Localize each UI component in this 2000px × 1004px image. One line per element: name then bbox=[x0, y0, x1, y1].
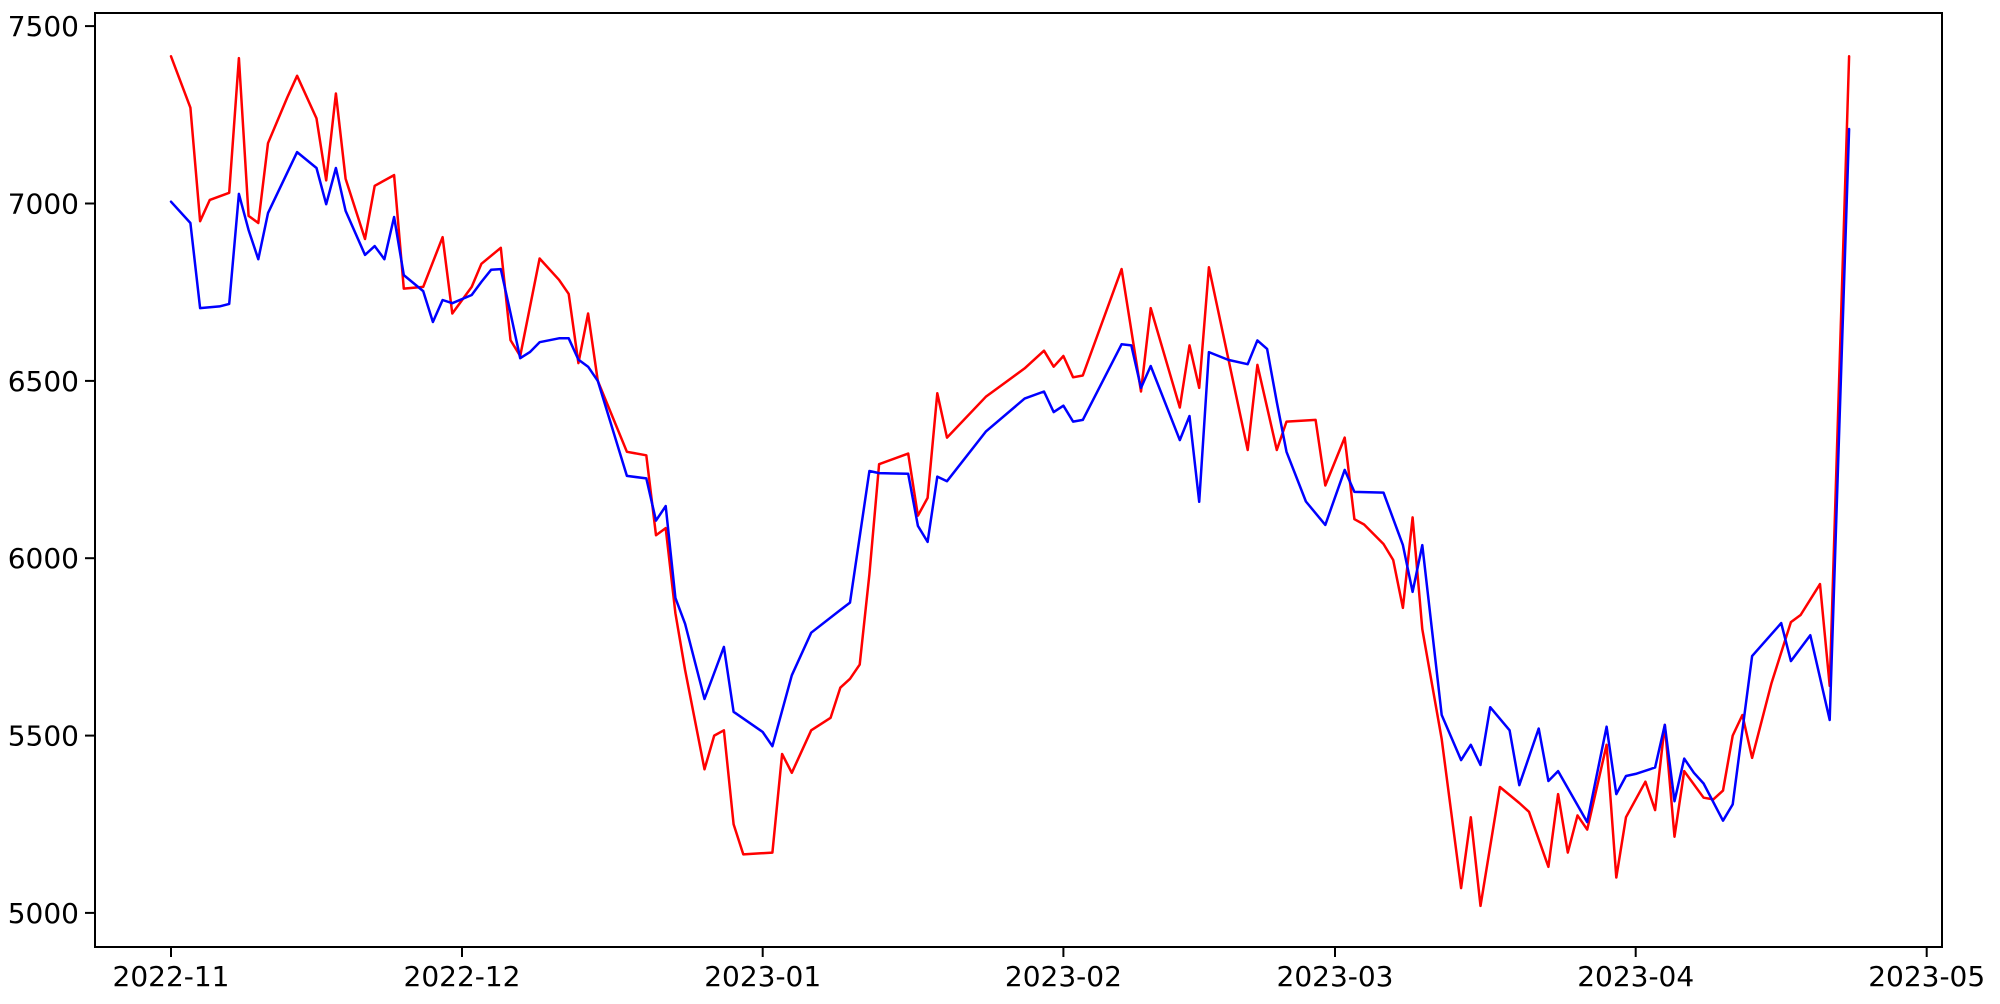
plot-border bbox=[94, 12, 1943, 948]
y-tick-label: 6000 bbox=[8, 542, 79, 575]
x-tick-label: 2023-05 bbox=[1868, 960, 1985, 993]
x-tick-label: 2023-04 bbox=[1577, 960, 1694, 993]
x-tick-label: 2022-12 bbox=[404, 960, 521, 993]
x-tick-label: 2023-03 bbox=[1277, 960, 1394, 993]
y-tick-label: 5500 bbox=[8, 720, 79, 753]
y-tick-label: 7500 bbox=[8, 10, 79, 43]
y-tick-label: 5000 bbox=[8, 897, 79, 930]
series-red-line bbox=[169, 55, 1851, 908]
x-tick-label: 2022-11 bbox=[113, 960, 230, 993]
x-tick-label: 2023-02 bbox=[1005, 960, 1122, 993]
y-tick-label: 6500 bbox=[8, 365, 79, 398]
series-blue-line bbox=[169, 127, 1851, 824]
x-tick-label: 2023-01 bbox=[704, 960, 821, 993]
y-tick-label: 7000 bbox=[8, 188, 79, 221]
